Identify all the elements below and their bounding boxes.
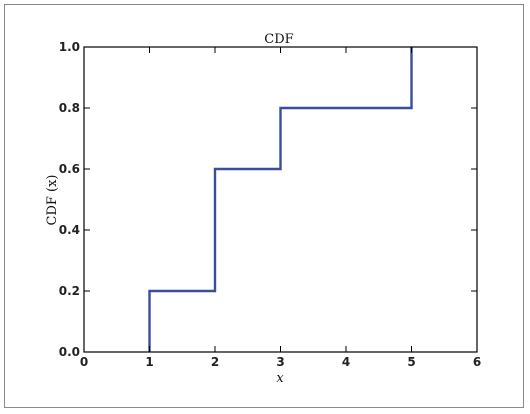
plot-area-border [83,46,478,353]
y-tick-label-4: 0.8 [59,101,80,115]
x-tick-label-2: 2 [211,355,219,369]
chart-title: CDF [264,32,293,47]
x-tick-label-1: 1 [145,355,153,369]
x-tick-label-6: 6 [473,355,481,369]
y-tick-label-2: 0.4 [59,223,80,237]
y-tick-label-0: 0.0 [59,345,80,359]
x-tick-label-5: 5 [407,355,415,369]
y-tick-label-1: 0.2 [59,284,80,298]
cdf-step-line-0 [148,47,413,352]
y-axis-label: CDF (x) [45,175,60,226]
y-tick-label-5: 1.0 [59,40,80,54]
figure-frame [4,4,524,408]
x-tick-label-3: 3 [276,355,284,369]
x-tick-label-4: 4 [342,355,350,369]
y-tick-label-3: 0.6 [59,162,80,176]
x-tick-label-0: 0 [80,355,88,369]
x-axis-label: x [276,371,284,386]
